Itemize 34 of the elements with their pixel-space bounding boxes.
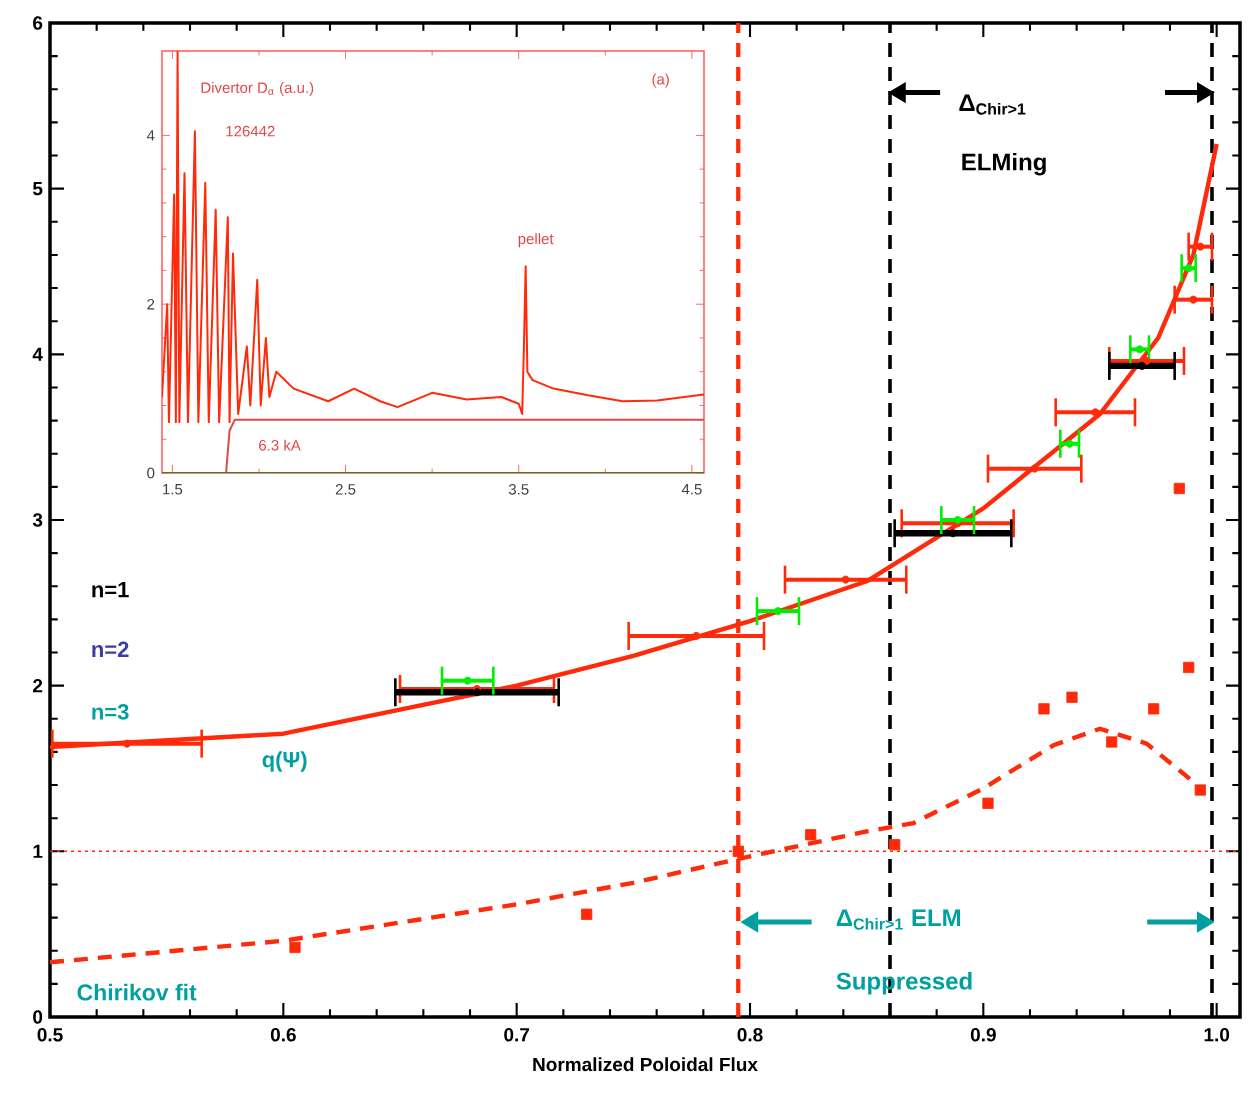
- annotation: Δ$_{Chir>1}$ ELM: [836, 909, 961, 930]
- annotation: n=1: [92, 582, 129, 598]
- annotation: n=3: [92, 704, 129, 720]
- y-tick-label: 2: [33, 679, 43, 693]
- x-tick-label: 0.6: [270, 1028, 296, 1042]
- annotation: (a): [652, 73, 669, 88]
- x-tick-label: 1.5: [163, 484, 183, 495]
- annotation: 6.3 kA: [259, 439, 301, 451]
- annotation: ELMing: [962, 152, 1046, 176]
- x-tick-label: 0.7: [504, 1028, 530, 1042]
- y-tick-label: 0: [33, 1010, 43, 1024]
- annotation: pellet: [518, 233, 554, 248]
- y-tick-label: 5: [32, 182, 43, 196]
- x-axis-title: Normalized Poloidal Flux: [533, 1057, 758, 1072]
- x-tick-label: 1.0: [1204, 1028, 1230, 1042]
- series-label: q(Ψ): [262, 751, 307, 772]
- annotation: Chirikov fit: [77, 983, 197, 1001]
- x-tick-label: 0.9: [970, 1028, 996, 1042]
- x-tick-label: 3.5: [508, 484, 529, 495]
- annotation: 126442: [226, 125, 275, 137]
- annotation: Δ$_{Chir>1}$: [959, 94, 1026, 115]
- x-tick-label: 0.5: [37, 1028, 63, 1042]
- y-tick-label: 3: [32, 513, 43, 527]
- annotation: Divertor D$_{α}$ (a.u.): [201, 82, 314, 96]
- y-tick-label: 4: [32, 347, 43, 361]
- y-tick-label: 0: [147, 467, 155, 479]
- annotation: n=2: [92, 641, 129, 657]
- y-tick-label: 6: [33, 16, 43, 30]
- y-tick-label: 1: [33, 844, 43, 858]
- x-tick-label: 2.5: [335, 484, 356, 495]
- x-tick-label: 4.5: [681, 484, 702, 495]
- y-tick-label: 2: [147, 298, 155, 310]
- x-tick-label: 0.8: [737, 1028, 763, 1042]
- y-tick-label: 4: [146, 130, 155, 141]
